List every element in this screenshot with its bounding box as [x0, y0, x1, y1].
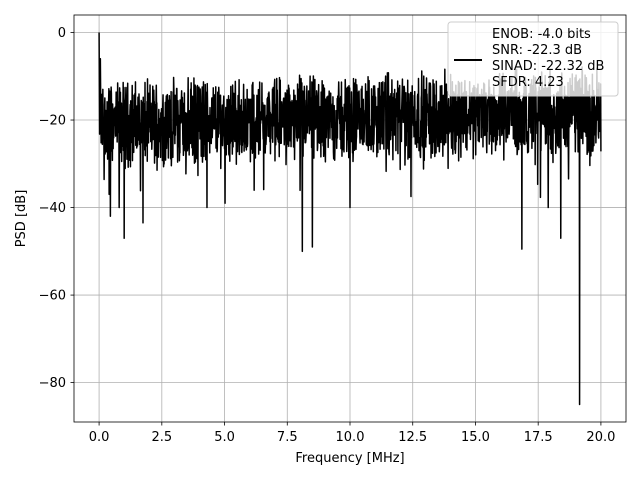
x-axis-ticks: 0.0 2.5 5.0 7.5 10.0 12.5 15.0 17.5 20.0	[89, 422, 615, 445]
legend-text-enob: ENOB: -4.0 bits	[492, 27, 591, 42]
legend-text-snr: SNR: -22.3 dB	[492, 43, 582, 58]
x-tick-label: 2.5	[151, 430, 172, 445]
x-tick-label: 15.0	[461, 430, 490, 445]
legend-text-sfdr: SFDR: 4.23	[492, 75, 564, 90]
x-tick-label: 20.0	[586, 430, 615, 445]
y-tick-label: −60	[39, 289, 66, 304]
legend-text-sinad: SINAD: -22.32 dB	[492, 59, 604, 74]
x-tick-label: 17.5	[524, 430, 553, 445]
x-tick-label: 7.5	[277, 430, 298, 445]
x-tick-label: 5.0	[214, 430, 235, 445]
legend-box	[447, 21, 619, 97]
y-axis-label: PSD [dB]	[14, 190, 29, 248]
series-layer	[98, 32, 602, 406]
y-tick-label: −20	[39, 114, 66, 129]
x-tick-label: 12.5	[398, 430, 427, 445]
x-tick-label: 0.0	[89, 430, 110, 445]
y-tick-label: 0	[58, 26, 66, 41]
y-tick-label: −40	[39, 201, 66, 216]
y-tick-label: −80	[39, 376, 66, 391]
psd-series-line	[98, 32, 602, 406]
y-axis-ticks: 0 −20 −40 −60 −80	[39, 26, 74, 391]
x-axis-label: Frequency [MHz]	[295, 451, 404, 466]
x-tick-label: 10.0	[336, 430, 365, 445]
legend: ENOB: -4.0 bits SNR: -22.3 dB SINAD: -22…	[447, 21, 619, 97]
